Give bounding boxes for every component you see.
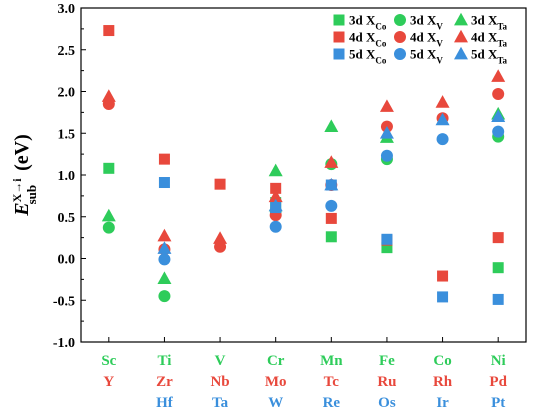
5d-circle-point [436,133,449,146]
3d-triangle-point [101,208,116,222]
5d-triangle-point [435,112,450,126]
3d-triangle-point [324,119,339,132]
legend-entry-label: 3d XV [410,13,443,32]
legend-entry-label: 5d XV [410,47,443,66]
3d-circle-point [158,290,171,303]
legend: 3d XCo 3d XV 3d XTa 4d XCo 4d XV 4d XTa 5d XCo… [333,12,508,66]
legend-entry-label: 4d XCo [349,30,387,49]
4d-square-point [158,153,170,165]
category-label-5d: Os [378,395,396,411]
y-tick-label: 2.5 [58,44,76,59]
legend-triangle-icon [454,46,468,60]
legend-circle-icon [394,48,406,60]
category-label-4d: Ru [377,374,396,390]
y-axis-title: EX→isub(eV) [10,134,39,217]
5d-triangle-point [324,177,339,191]
y-axis-title-text: EX→isub(eV) [10,134,39,217]
category-label-5d: Ta [212,395,229,411]
legend-square-icon [333,14,345,26]
legend-triangle-icon [454,12,468,26]
4d-triangle-point [157,228,172,242]
category-label-3d: Ni [491,353,506,369]
4d-square-point [270,182,282,194]
y-tick-label: 1.0 [58,169,76,184]
3d-triangle-point [157,271,172,284]
4d-square-point [437,270,449,282]
y-tick-label: -1.0 [53,336,75,351]
legend-square-icon [333,48,345,60]
4d-square-point [214,178,226,190]
category-label-5d: W [268,395,283,411]
category-label-5d: Ir [436,395,449,411]
data-markers [101,25,506,305]
category-label-3d: V [215,353,226,369]
y-tick-label: 0.0 [58,253,76,268]
3d-square-point [103,162,115,174]
3d-circle-point [102,221,115,234]
5d-circle-point [325,199,338,212]
3d-square-point [492,262,504,274]
category-label-4d: Nb [210,374,229,390]
category-label-3d: Ti [157,353,171,369]
category-label-3d: Cr [267,353,285,369]
category-label-5d: Pt [491,395,505,411]
4d-triangle-point [491,69,506,82]
category-label-4d: Pd [489,374,507,390]
5d-triangle-point [491,109,506,122]
category-label-5d: Re [323,395,341,411]
5d-triangle-point [379,126,394,139]
legend-entry-label: 5d XCo [349,47,387,66]
4d-square-point [325,212,337,224]
category-label-4d: Zr [156,374,173,390]
3d-square-point [381,242,393,254]
category-label-4d: Mo [265,374,287,390]
legend-circle-icon [394,31,406,43]
5d-square-point [158,177,170,189]
4d-triangle-point [435,95,450,108]
3d-square-point [325,231,337,243]
legend-circle-icon [394,14,406,26]
legend-square-icon [333,31,345,43]
legend-entry-label: 4d XTa [471,30,508,49]
5d-circle-point [380,149,393,162]
5d-circle-point [158,253,171,266]
legend-entry-label: 4d XV [410,30,443,49]
5d-square-point [492,293,504,305]
category-label-4d: Y [103,374,114,390]
y-axis: -1.0 -0.5 0.0 0.5 1.0 1.5 2.0 2.5 3.0 [53,2,86,351]
4d-triangle-point [379,99,394,112]
y-tick-label: 1.5 [58,127,76,142]
4d-square-point [103,25,115,37]
y-tick-label: 3.0 [58,2,76,17]
4d-triangle-point [324,155,339,168]
legend-triangle-icon [454,29,468,43]
category-label-4d: Rh [433,374,453,390]
y-tick-label: 0.5 [58,211,76,226]
4d-triangle-point [213,231,228,244]
y-tick-label: -0.5 [53,294,75,309]
5d-square-point [381,233,393,245]
legend-entry-label: 5d XTa [471,47,508,66]
category-label-3d: Sc [101,353,116,369]
legend-entry-label: 3d XCo [349,13,387,32]
5d-triangle-point [157,241,172,254]
4d-triangle-point [268,189,283,203]
3d-triangle-point [268,163,283,177]
category-label-3d: Co [433,353,451,369]
4d-triangle-point [101,89,116,102]
5d-circle-point [269,220,282,233]
5d-square-point [437,291,449,303]
5d-circle-point [492,125,505,138]
x-category-labels: Sc Ti V Cr Mn Fe Co Ni Y Zr Nb Mo Tc Ru Rh Pd Hf Ta W Re Os I… [101,353,507,411]
4d-circle-point [492,88,505,101]
4d-square-point [492,232,504,244]
category-label-3d: Fe [379,353,395,369]
category-label-4d: Tc [324,374,340,390]
y-tick-label: 2.0 [58,86,76,101]
category-label-5d: Hf [156,395,174,411]
5d-triangle-point [268,198,283,212]
category-label-3d: Mn [320,353,343,369]
legend-entry-label: 3d XTa [471,13,508,32]
